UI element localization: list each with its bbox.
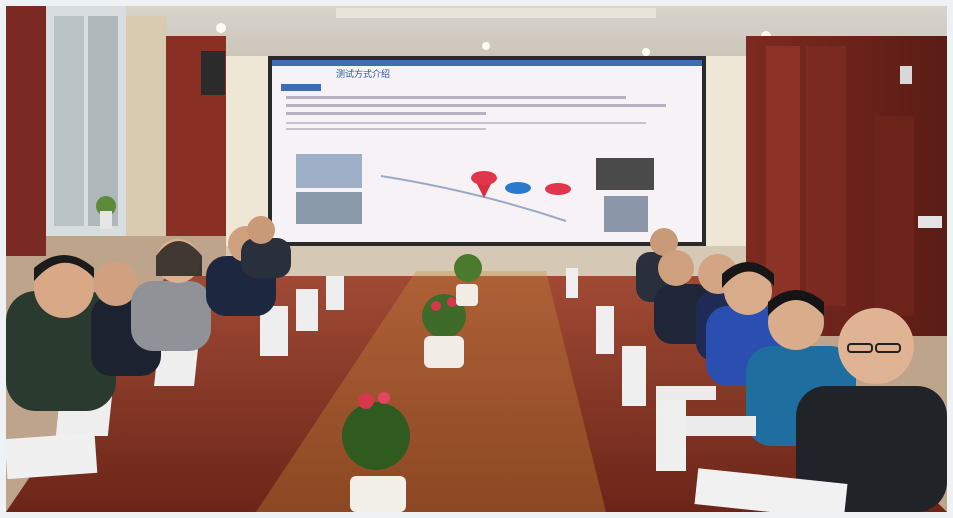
slide-photo: [604, 196, 648, 232]
meeting-room-photo: 测试方式介绍: [6, 6, 947, 512]
slide-title: 测试方式介绍: [336, 68, 390, 80]
flower-pot: [422, 294, 466, 368]
flower-pot: [454, 254, 482, 306]
wall-switch: [918, 216, 942, 228]
person: [796, 308, 947, 512]
documents: [656, 386, 716, 400]
slide-photo: [296, 154, 362, 188]
name-plates-right: [566, 268, 686, 471]
documents: [6, 432, 98, 480]
curtain: [126, 16, 166, 236]
ceiling-light: [482, 42, 490, 50]
slide-photo: [296, 192, 362, 224]
flower-pot: [342, 392, 410, 512]
person: [6, 255, 116, 411]
ceiling-light: [216, 23, 226, 33]
ceiling-light: [642, 48, 650, 56]
person: [131, 239, 211, 351]
door: [874, 116, 914, 316]
left-wood-panel: [6, 6, 46, 256]
documents: [686, 416, 756, 436]
person: [241, 216, 291, 278]
documents: [694, 468, 848, 512]
slide-photo: [596, 158, 654, 190]
photo-frame: 测试方式介绍: [6, 6, 947, 512]
speaker: [201, 51, 225, 95]
